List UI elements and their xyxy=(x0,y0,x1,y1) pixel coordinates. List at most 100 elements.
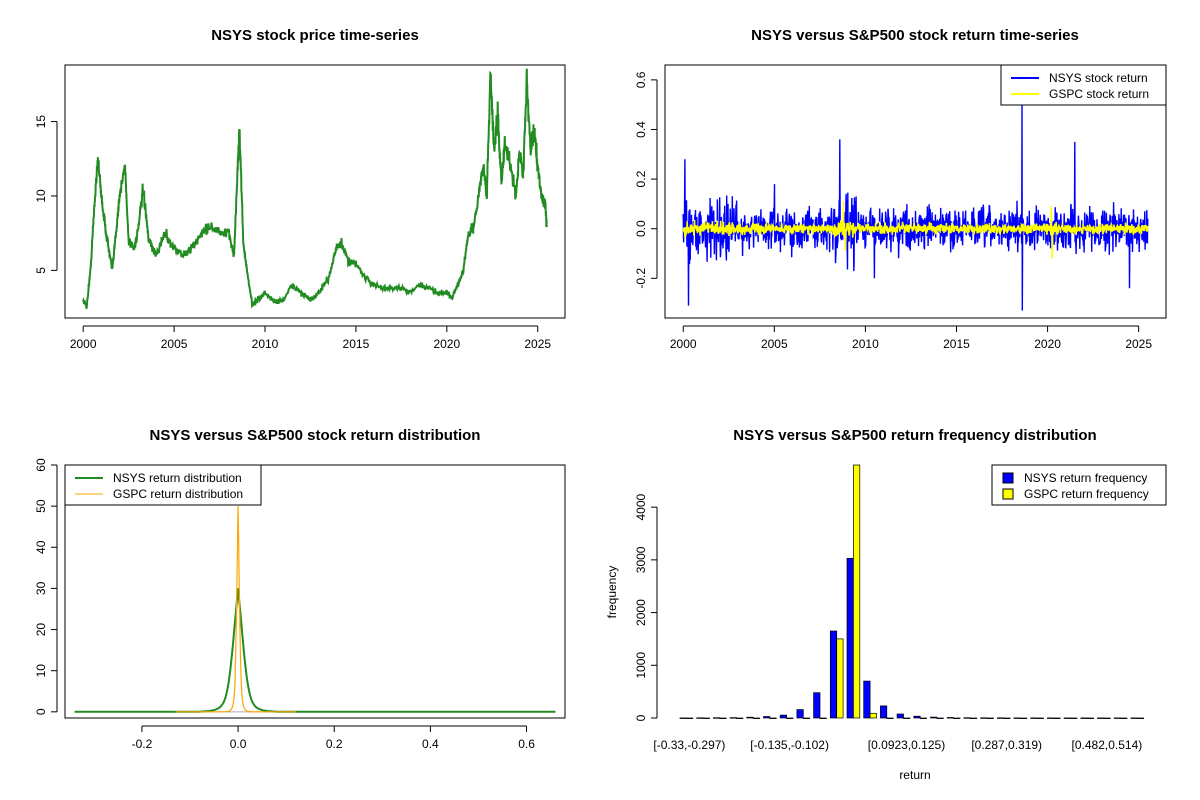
histogram-category-label: [-0.33,-0.297) xyxy=(653,738,725,752)
histogram-legend-box xyxy=(991,464,1167,506)
nsys-frequency-bar xyxy=(946,717,954,719)
histogram-category-label: [0.482,0.514) xyxy=(1072,738,1143,752)
gspc-frequency-bar xyxy=(802,717,811,719)
returns-chart-title: NSYS versus S&P500 stock return time-ser… xyxy=(751,27,1079,44)
returns-y-tick-label: -0.2 xyxy=(634,268,648,289)
price-x-tick-label: 2020 xyxy=(433,337,460,351)
price-y-tick-label: 10 xyxy=(34,189,48,203)
gspc-frequency-bar xyxy=(986,717,994,719)
histogram-category-label: [-0.135,-0.102) xyxy=(750,738,829,752)
nsys-frequency-bar xyxy=(1063,717,1071,719)
nsys-frequency-bar xyxy=(679,717,687,719)
density-chart-title: NSYS versus S&P500 stock return distribu… xyxy=(150,427,481,444)
density-x-tick-label: 0.0 xyxy=(230,737,247,751)
gspc-frequency-bar xyxy=(953,717,961,719)
density-legend-box xyxy=(64,464,262,506)
returns-x-tick-label: 2025 xyxy=(1125,337,1152,351)
nsys-frequency-bar xyxy=(829,630,838,719)
gspc-frequency-bar xyxy=(1120,717,1128,719)
nsys-frequency-bar xyxy=(696,717,704,719)
density-legend-label: GSPC return distribution xyxy=(113,487,243,501)
price-x-tick-label: 2010 xyxy=(252,337,279,351)
histogram-xlabel: return xyxy=(899,768,930,782)
gspc-frequency-bar xyxy=(752,717,760,719)
returns-legend-box xyxy=(1000,64,1167,106)
histogram-legend-swatch xyxy=(1002,488,1014,500)
gspc-frequency-bar xyxy=(903,717,911,719)
nsys-frequency-bar xyxy=(763,716,771,719)
gspc-frequency-bar xyxy=(736,717,744,719)
nsys-frequency-bar xyxy=(980,717,988,719)
price-x-tick-label: 2005 xyxy=(161,337,188,351)
returns-legend-label: NSYS stock return xyxy=(1049,71,1148,85)
histogram-y-tick-label: 4000 xyxy=(634,493,648,520)
histogram-category-label: [0.0923,0.125) xyxy=(868,738,945,752)
density-y-tick-label: 0 xyxy=(34,708,48,715)
nsys-frequency-bar xyxy=(1047,717,1055,719)
histogram-chart-panel: NSYS versus S&P500 return frequency dist… xyxy=(605,427,1167,782)
returns-x-tick-label: 2000 xyxy=(670,337,697,351)
histogram-category-label: [0.287,0.319) xyxy=(971,738,1042,752)
nsys-frequency-bar xyxy=(930,716,938,719)
returns-y-tick-label: 0.6 xyxy=(634,71,648,88)
density-plot-box xyxy=(64,464,566,719)
density-y-tick-label: 30 xyxy=(34,581,48,595)
price-x-tick-label: 2025 xyxy=(524,337,551,351)
nsys-frequency-bar xyxy=(1013,717,1021,719)
gspc-frequency-bar xyxy=(1053,717,1061,719)
gspc-frequency-bar xyxy=(836,638,844,719)
density-y-tick-label: 50 xyxy=(34,499,48,513)
returns-y-tick-label: 0.0 xyxy=(634,220,648,237)
gspc-frequency-bar xyxy=(936,717,944,719)
nsys-frequency-bar xyxy=(1113,717,1121,719)
nsys-density-line xyxy=(74,588,556,713)
nsys-frequency-bar xyxy=(913,715,921,719)
returns-x-tick-label: 2010 xyxy=(852,337,879,351)
returns-legend-label: GSPC stock return xyxy=(1049,87,1149,101)
gspc-frequency-bar xyxy=(686,717,694,719)
histogram-y-tick-label: 1000 xyxy=(634,652,648,679)
density-chart-panel: NSYS versus S&P500 stock return distribu… xyxy=(34,427,566,751)
gspc-frequency-bar xyxy=(1036,717,1044,719)
nsys-frequency-bar xyxy=(880,705,888,719)
nsys-frequency-bar xyxy=(846,557,854,719)
histogram-y-tick-label: 2000 xyxy=(634,599,648,626)
nsys-frequency-bar xyxy=(729,717,737,719)
histogram-chart-title: NSYS versus S&P500 return frequency dist… xyxy=(733,427,1096,444)
gspc-frequency-bar xyxy=(1020,717,1028,719)
nsys-frequency-bar xyxy=(779,714,787,719)
density-x-tick-label: -0.2 xyxy=(132,737,153,751)
gspc-frequency-bar xyxy=(786,717,794,719)
nsys-frequency-bar xyxy=(1080,717,1088,719)
price-plot-box xyxy=(64,64,566,319)
density-y-tick-label: 10 xyxy=(34,664,48,678)
histogram-y-tick-label: 0 xyxy=(634,714,648,721)
price-x-tick-label: 2000 xyxy=(70,337,97,351)
price-chart-title: NSYS stock price time-series xyxy=(211,27,419,44)
nsys-frequency-bar xyxy=(863,680,871,719)
gspc-frequency-bar xyxy=(769,717,777,719)
gspc-frequency-bar xyxy=(869,712,877,719)
gspc-frequency-bar xyxy=(702,717,710,719)
gspc-frequency-bar xyxy=(1103,717,1111,719)
price-series-line xyxy=(82,68,548,309)
gspc-frequency-bar xyxy=(886,717,894,719)
histogram-y-tick-label: 3000 xyxy=(634,546,648,573)
price-chart-panel: NSYS stock price time-series 2000 2005 201… xyxy=(34,27,566,351)
gspc-frequency-bar xyxy=(1086,717,1094,719)
nsys-frequency-bar xyxy=(746,716,754,719)
nsys-frequency-bar xyxy=(896,713,904,719)
nsys-frequency-bar xyxy=(996,717,1005,719)
nsys-frequency-bar xyxy=(796,709,804,719)
gspc-frequency-bar xyxy=(719,717,727,719)
nsys-return-series-line xyxy=(682,104,1149,311)
nsys-frequency-bar xyxy=(813,692,821,719)
gspc-frequency-bar xyxy=(819,717,827,719)
gspc-frequency-bar xyxy=(853,464,861,719)
histogram-ylabel: frequency xyxy=(605,566,619,619)
histogram-legend-swatch xyxy=(1002,472,1014,484)
gspc-frequency-bar xyxy=(1070,717,1078,719)
density-x-tick-label: 0.2 xyxy=(326,737,343,751)
density-x-tick-label: 0.4 xyxy=(422,737,439,751)
density-y-tick-label: 40 xyxy=(34,540,48,554)
